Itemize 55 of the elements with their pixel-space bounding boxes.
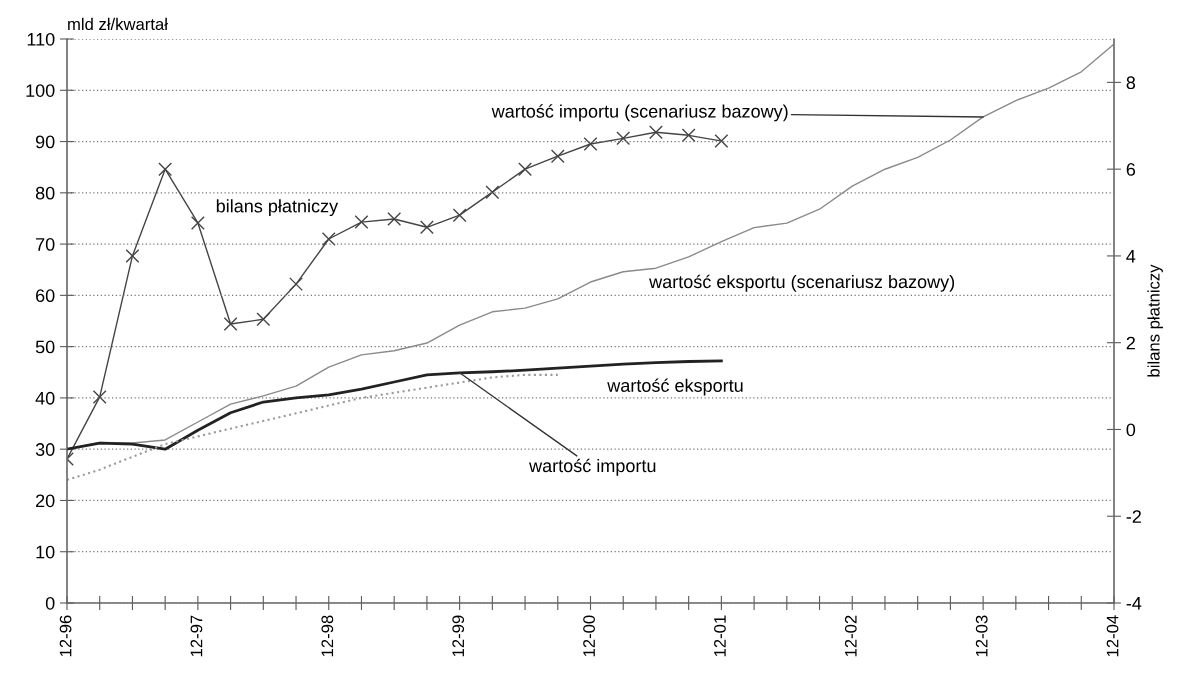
x-tick-label: 12-96 [59, 615, 72, 657]
x-tick-label: 12-03 [975, 615, 988, 657]
x-tick-label: 12-01 [714, 615, 726, 657]
point [452, 208, 467, 223]
x-tick-label: 12-98 [321, 615, 334, 657]
x-tick-label: 12-99 [452, 615, 465, 657]
y-tick-label: 60 [36, 289, 55, 303]
y-tick-label: 40 [35, 391, 55, 405]
point [616, 131, 631, 146]
x-tick-label: 12-00 [583, 615, 595, 657]
y-tick-label: 110 [27, 32, 55, 46]
y2-tick-label: -2 [1126, 510, 1141, 523]
y2-tick-label: 4 [1126, 250, 1136, 263]
y-tick-label: 80 [35, 186, 55, 200]
point [387, 212, 402, 226]
point [256, 312, 271, 327]
point [419, 220, 434, 235]
annotation: wartość importu (scenariusz bazowy) [491, 104, 788, 122]
y2-tick-label: 6 [1126, 163, 1136, 176]
point [681, 128, 696, 143]
point [289, 277, 303, 292]
annotation: wartość eksportu (scenariusz bazowy) [649, 274, 955, 292]
y-tick-label: 20 [36, 494, 55, 508]
annotation: bilans płatniczy [216, 199, 339, 217]
point [354, 215, 369, 230]
point [518, 162, 533, 177]
point [190, 216, 205, 230]
point [158, 162, 173, 177]
point [714, 134, 729, 148]
y-tick-label: 70 [36, 238, 55, 251]
y-tick-label: 0 [45, 596, 55, 610]
y2-tick-label: 8 [1126, 76, 1136, 90]
point [125, 248, 140, 263]
point [485, 185, 500, 200]
x-tick-label: 12-04 [1106, 615, 1119, 657]
point [92, 389, 107, 404]
point [648, 125, 663, 140]
y2-axis-title: bilans płatniczy [1147, 264, 1163, 377]
y-tick-label: 90 [35, 135, 55, 149]
y-axis-title: mld zł/kwartał [68, 17, 168, 31]
point [583, 137, 598, 151]
annotation: wartość importu [529, 458, 656, 476]
y-tick-label: 30 [35, 443, 55, 456]
y2-tick-label: 0 [1126, 423, 1136, 437]
y2-tick-label: -4 [1126, 597, 1142, 610]
y-tick-label: 10 [36, 545, 55, 559]
point [223, 317, 238, 331]
y-tick-label: 50 [35, 340, 55, 354]
point [550, 149, 565, 164]
annotation: wartość eksportu [607, 378, 743, 396]
y-tick-label: 100 [26, 84, 55, 97]
x-tick-label: 12-02 [844, 615, 857, 657]
x-tick-label: 12-97 [190, 615, 203, 657]
point [321, 232, 336, 246]
y2-tick-label: 2 [1126, 336, 1135, 350]
